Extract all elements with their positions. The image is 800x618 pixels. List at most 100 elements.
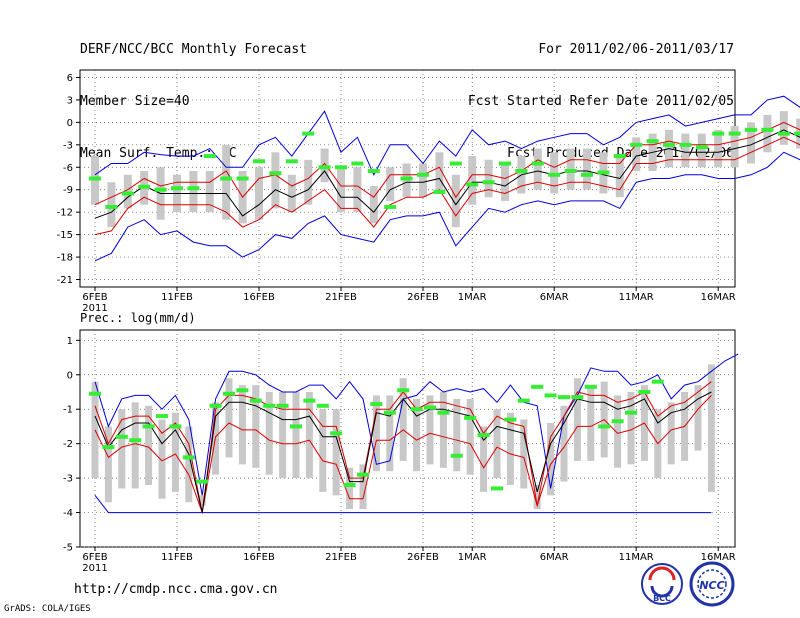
temperature-chart: 6 3 0 -3 -6 -9 -12 -15 -18 -21 6FEB 11FEB 16FEB 21FEB… <box>57 69 800 314</box>
median-marker <box>316 403 329 408</box>
spread-box <box>506 412 514 485</box>
x-tick-label: 6FEB <box>82 552 107 563</box>
spread-box <box>305 392 313 479</box>
median-marker <box>646 139 659 144</box>
spread-box <box>632 137 641 172</box>
member-size: Member Size=40 <box>80 94 190 109</box>
median-marker <box>424 405 436 410</box>
y-tick-label: -18 <box>57 253 73 264</box>
precipitation-chart: 1 0 -1 -2 -3 -4 -5 6FEB 11FEB 16FEB 21FEB 26FEB 1MAR… <box>63 329 739 574</box>
x-tick-label: 26FEB <box>407 292 439 303</box>
y-tick-label: -2 <box>63 439 73 450</box>
spread-box <box>205 171 214 213</box>
median-marker <box>777 131 790 136</box>
median-marker <box>491 486 503 491</box>
median-marker <box>89 391 101 396</box>
x-tick-label: 6FEB <box>82 292 107 303</box>
median-marker <box>263 403 276 408</box>
spread-box <box>627 392 635 465</box>
series-line-lower <box>94 136 800 236</box>
median-marker <box>121 191 134 196</box>
median-marker <box>531 384 544 389</box>
x-tick-label: 11FEB <box>161 552 193 563</box>
median-marker <box>613 154 626 159</box>
median-marker <box>417 172 429 177</box>
y-tick-label: -3 <box>63 140 73 151</box>
median-marker <box>597 170 610 175</box>
y-tick-label: -9 <box>63 185 73 196</box>
spread-box <box>255 167 263 220</box>
median-marker <box>138 184 151 189</box>
y-tick-label: -6 <box>63 163 73 174</box>
spread-box <box>453 398 461 472</box>
spread-box <box>573 378 581 461</box>
median-marker <box>203 154 216 159</box>
x-tick-label: 1MAR <box>458 552 487 563</box>
median-marker <box>630 142 643 147</box>
spread-box <box>107 182 116 228</box>
series-line-max <box>94 353 739 496</box>
median-marker <box>285 159 298 164</box>
median-marker <box>236 176 249 181</box>
median-marker <box>584 384 597 389</box>
spread-box <box>533 485 541 510</box>
series-line-min <box>94 151 800 262</box>
spread-box <box>145 405 153 485</box>
median-marker <box>171 186 183 191</box>
median-marker <box>154 187 167 192</box>
spread-box <box>319 409 327 492</box>
median-marker <box>343 483 356 487</box>
y-tick-label: -5 <box>63 543 73 554</box>
spread-box <box>501 163 509 201</box>
y-tick-label: -15 <box>57 230 73 241</box>
spread-box <box>369 185 378 224</box>
grads-credit: GrADS: COLA/IGES <box>4 604 91 614</box>
spread-box <box>189 171 198 213</box>
median-marker <box>115 434 128 439</box>
median-marker <box>517 398 530 403</box>
spread-box <box>222 144 231 220</box>
median-marker <box>290 424 302 429</box>
spread-box <box>615 156 624 198</box>
spread-box <box>104 426 112 503</box>
median-marker <box>156 414 168 419</box>
spread-box <box>694 385 702 451</box>
spread-box <box>91 381 99 479</box>
median-marker <box>611 419 624 424</box>
median-marker <box>728 131 741 136</box>
y-tick-label: 0 <box>67 370 73 381</box>
spread-box <box>198 495 206 506</box>
x-tick-label: 1MAR <box>458 292 487 303</box>
spread-box <box>386 395 394 472</box>
median-marker <box>761 127 774 132</box>
x-tick-label: 16MAR <box>701 552 736 563</box>
median-marker <box>464 415 477 420</box>
spread-box <box>587 385 595 461</box>
spread-box <box>353 167 362 213</box>
median-marker <box>410 407 423 412</box>
spread-box <box>730 126 739 168</box>
spread-box <box>583 148 591 190</box>
spread-box <box>386 167 395 201</box>
spread-box <box>372 395 380 472</box>
y-tick-label: 0 <box>67 118 73 129</box>
ncc-logo-text: NCC <box>699 579 724 592</box>
forecast-period: For 2011/02/06-2011/03/17 <box>538 42 734 57</box>
median-marker <box>571 395 584 400</box>
median-marker <box>515 169 528 174</box>
year-label: 2011 <box>82 303 107 314</box>
spread-box <box>614 395 622 468</box>
ncc-logo: NCC <box>689 561 735 607</box>
spread-box <box>480 426 488 492</box>
y-tick-label: 1 <box>67 336 73 347</box>
median-marker <box>450 453 463 458</box>
series-line-upper <box>94 121 800 206</box>
median-marker <box>477 433 490 438</box>
median-marker <box>466 182 479 187</box>
median-marker <box>449 161 462 166</box>
median-marker <box>564 169 577 174</box>
median-marker <box>187 186 200 191</box>
website-url[interactable]: http://cmdp.ncc.cma.gov.cn <box>74 582 278 597</box>
y-tick-label: 3 <box>67 95 73 106</box>
